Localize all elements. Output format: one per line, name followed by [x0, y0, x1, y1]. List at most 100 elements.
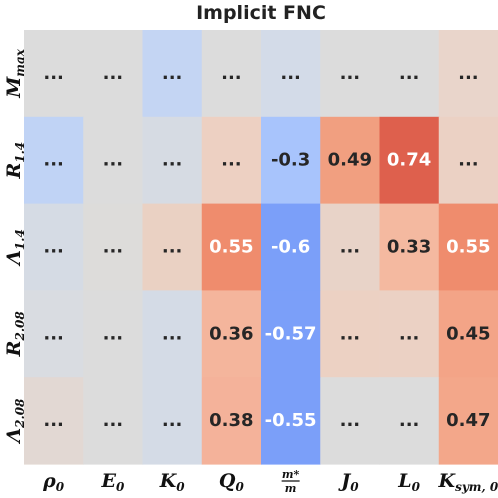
column-label-subscript: 0 [176, 480, 185, 494]
column-label-subscript: 0 [56, 480, 65, 494]
column-label: K0 [159, 470, 186, 494]
cell-value-label: ... [43, 410, 64, 431]
heatmap-cell [379, 116, 440, 205]
cell-value-label: ... [103, 323, 124, 344]
heatmap-cell [83, 290, 144, 378]
cell-value-label: ... [162, 237, 183, 258]
cell-value-label: -0.3 [271, 150, 310, 171]
cell-value-label: 0.38 [209, 410, 253, 431]
column-label: J0 [338, 470, 359, 494]
cell-value-label: 0.49 [328, 150, 372, 171]
cell-value-label: 0.36 [209, 323, 253, 344]
cell-value-label: ... [221, 63, 242, 84]
heatmap-cell [320, 30, 381, 118]
cell-value-label: ... [162, 63, 183, 84]
cell-value-label: -0.57 [265, 323, 317, 344]
cell-value-label: ... [399, 323, 420, 344]
row-label-subscript: 1.4 [13, 142, 27, 163]
heatmap-cell [379, 30, 440, 118]
heatmap-cell [261, 30, 321, 118]
cell-value-label: 0.45 [446, 323, 490, 344]
heatmap-cell [142, 30, 203, 118]
cell-value-label: ... [43, 63, 64, 84]
cell-value-label: ... [103, 150, 124, 171]
cell-value-label: 0.55 [446, 237, 490, 258]
heatmap-cell [379, 203, 440, 291]
row-label-subscript: 2.08 [13, 398, 27, 429]
row-label-main: Λ [3, 250, 25, 267]
column-label: Q0 [219, 470, 245, 494]
heatmap-cell [142, 290, 203, 378]
column-label-main: Q [219, 470, 236, 492]
heatmap-cell [83, 203, 144, 291]
heatmap-cell [438, 203, 498, 291]
cell-value-label: ... [43, 150, 64, 171]
cell-value-label: ... [399, 410, 420, 431]
cell-value-label: ... [221, 150, 242, 171]
column-label-subscript: 0 [116, 480, 125, 494]
heatmap-cell [24, 30, 84, 118]
cell-value-label: ... [103, 410, 124, 431]
cell-value-label: ... [162, 323, 183, 344]
heatmap-cell [438, 377, 498, 465]
column-label-main: E [100, 470, 116, 492]
row-label-subscript: max [13, 48, 27, 76]
column-label-main: ρ [42, 470, 56, 492]
cell-value-label: 0.74 [387, 150, 431, 171]
column-label-main: J [338, 470, 352, 492]
heatmap-cell [83, 30, 144, 118]
cell-value-label: ... [340, 63, 361, 84]
heatmap-cell [24, 203, 84, 291]
cell-value-label: ... [340, 323, 361, 344]
heatmap-cell [142, 116, 203, 205]
heatmap-cell [201, 290, 262, 378]
row-label-main: R [3, 163, 25, 180]
heatmap-cell [261, 290, 321, 378]
cell-value-label: ... [340, 237, 361, 258]
heatmap-cell [379, 377, 440, 465]
column-label-fraction: m*m [281, 468, 300, 495]
column-label-subscript: 0 [350, 480, 359, 494]
heatmap-cell [379, 290, 440, 378]
heatmap-cells: .................................... -0.3… [24, 30, 498, 465]
column-label: Ksym, 0 [438, 470, 498, 494]
heatmap-cell [24, 377, 84, 465]
row-label-main: R [3, 341, 25, 358]
heatmap-cell [320, 377, 381, 465]
column-label-main: L [397, 470, 411, 492]
heatmap-cell [438, 30, 498, 118]
cell-value-label: ... [43, 237, 64, 258]
cell-value-label: ... [162, 410, 183, 431]
cell-value-label: ... [103, 63, 124, 84]
cell-value-label: ... [399, 63, 420, 84]
column-label-subscript: 0 [412, 480, 421, 494]
column-label-main: K [438, 470, 457, 492]
cell-value-label: ... [162, 150, 183, 171]
heatmap-cell [201, 116, 262, 205]
row-label-main: Λ [3, 428, 25, 445]
row-label-subscript: 1.4 [13, 229, 27, 250]
heatmap-cell [261, 377, 321, 465]
heatmap-cell [24, 116, 84, 205]
heatmap-cell [438, 116, 498, 205]
cell-value-label: ... [340, 410, 361, 431]
row-label-subscript: 2.08 [13, 311, 27, 342]
column-label: L0 [397, 470, 420, 494]
heatmap-cell [142, 377, 203, 465]
row-label: R1.4 [3, 142, 27, 180]
cell-value-label: ... [280, 63, 301, 84]
heatmap-cell [83, 377, 144, 465]
row-label: Λ1.4 [3, 229, 27, 267]
fraction-denominator: m [285, 482, 297, 495]
row-label-main: M [3, 76, 25, 99]
cell-value-label: ... [43, 323, 64, 344]
cell-value-label: ... [458, 63, 479, 84]
heatmap-cell [24, 290, 84, 378]
row-label: R2.08 [3, 311, 27, 358]
row-label: Mmax [3, 48, 27, 99]
cell-value-label: 0.47 [446, 410, 490, 431]
cell-value-label: ... [103, 237, 124, 258]
column-label-subscript: 0 [235, 480, 244, 494]
heatmap-cell [261, 116, 321, 205]
